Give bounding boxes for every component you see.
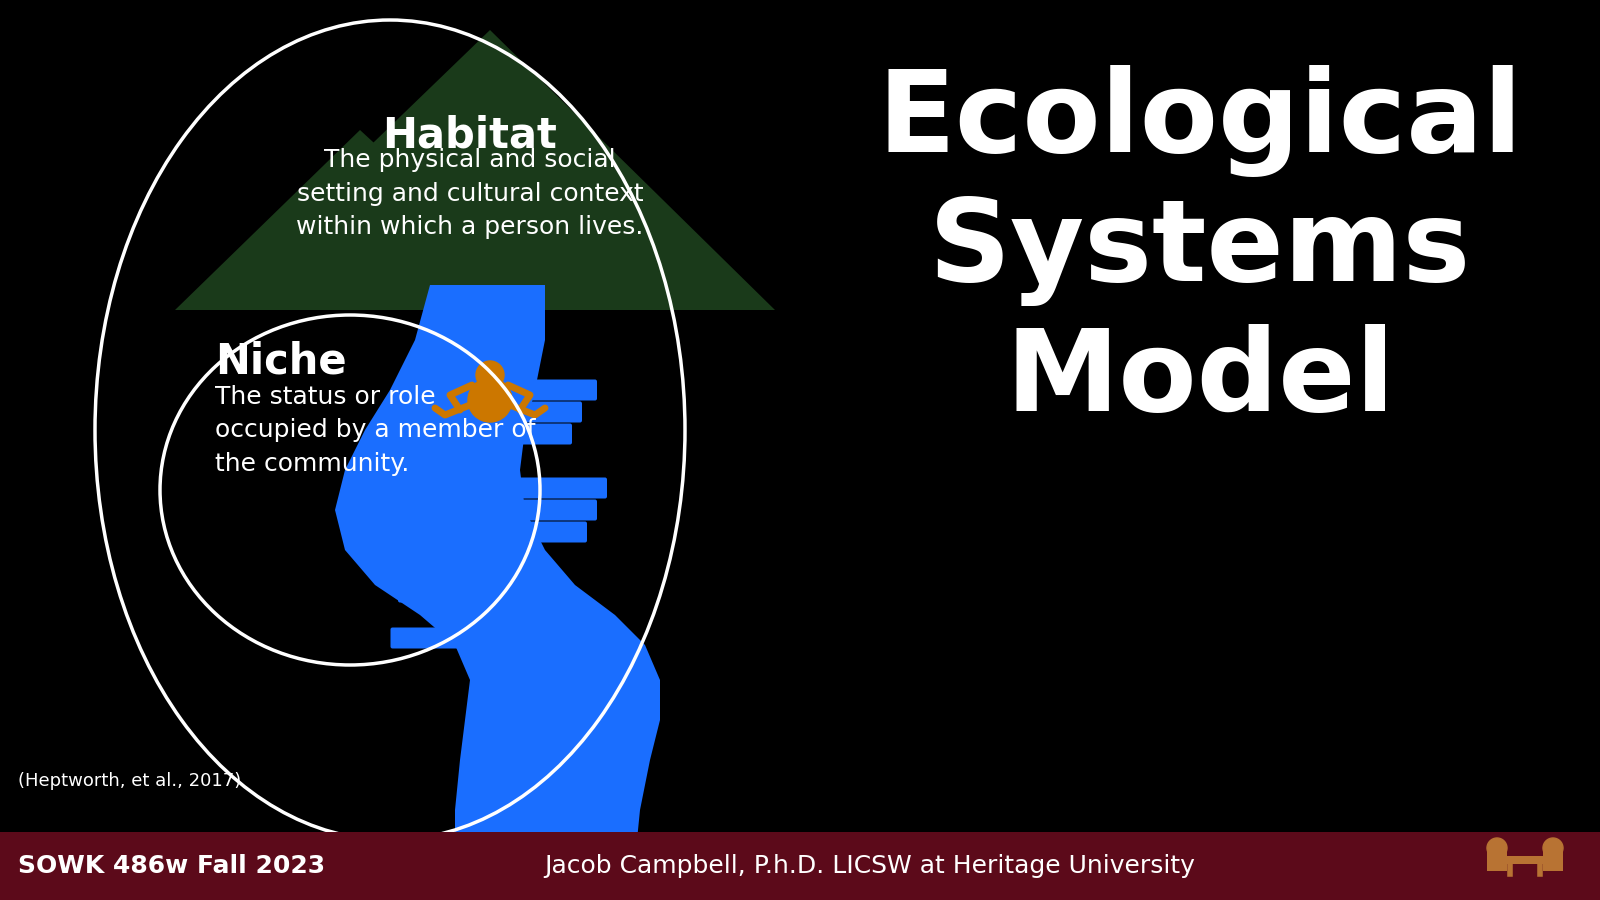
FancyBboxPatch shape	[458, 424, 573, 445]
FancyBboxPatch shape	[483, 521, 587, 543]
Polygon shape	[200, 30, 774, 310]
FancyBboxPatch shape	[398, 581, 502, 602]
Text: Habitat: Habitat	[382, 115, 557, 157]
FancyBboxPatch shape	[483, 478, 606, 499]
Bar	[1542, 851, 1563, 871]
FancyBboxPatch shape	[398, 560, 512, 580]
Circle shape	[467, 378, 512, 422]
Bar	[1502, 856, 1547, 864]
Text: Jacob Campbell, P.h.D. LICSW at Heritage University: Jacob Campbell, P.h.D. LICSW at Heritage…	[544, 854, 1195, 878]
Text: The physical and social
setting and cultural context
within which a person lives: The physical and social setting and cult…	[296, 148, 643, 239]
Text: (Heptworth, et al., 2017): (Heptworth, et al., 2017)	[18, 772, 242, 790]
FancyBboxPatch shape	[462, 380, 597, 400]
Text: The status or role
occupied by a member of
the community.: The status or role occupied by a member …	[214, 385, 536, 476]
Text: SOWK 486w Fall 2023: SOWK 486w Fall 2023	[18, 854, 325, 878]
FancyBboxPatch shape	[390, 627, 509, 649]
FancyBboxPatch shape	[483, 500, 597, 520]
Bar	[1486, 851, 1507, 871]
Polygon shape	[174, 130, 555, 310]
Text: Niche: Niche	[214, 340, 347, 382]
Polygon shape	[334, 285, 661, 900]
Text: Ecological
Systems
Model: Ecological Systems Model	[877, 65, 1523, 435]
Circle shape	[1542, 838, 1563, 858]
Circle shape	[477, 361, 504, 389]
Circle shape	[1486, 838, 1507, 858]
Bar	[0, 832, 1600, 900]
FancyBboxPatch shape	[458, 401, 582, 422]
